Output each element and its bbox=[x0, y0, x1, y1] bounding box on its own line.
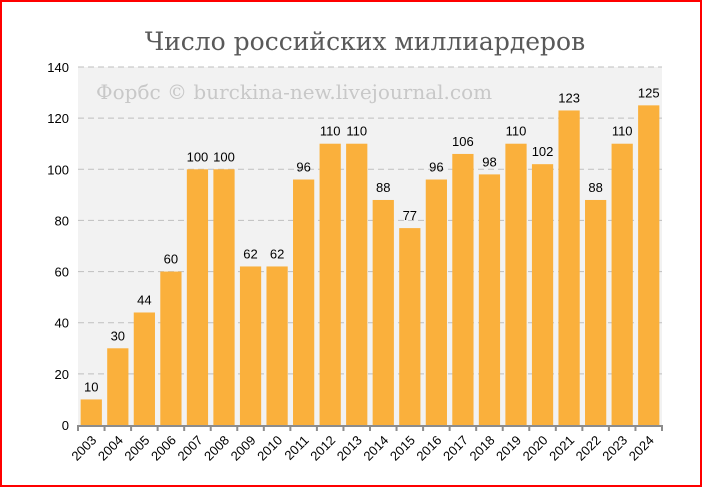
bar-2016 bbox=[425, 179, 447, 425]
bar-2008 bbox=[213, 169, 235, 425]
bar-2013 bbox=[346, 143, 368, 425]
y-tick-label: 100 bbox=[47, 162, 69, 177]
x-tick-label: 2013 bbox=[334, 433, 365, 464]
data-label: 102 bbox=[532, 144, 554, 159]
data-label: 96 bbox=[296, 160, 310, 175]
data-label: 106 bbox=[452, 134, 474, 149]
x-tick-label: 2019 bbox=[493, 433, 524, 464]
bar-2015 bbox=[399, 228, 421, 425]
data-label: 77 bbox=[403, 208, 417, 223]
x-tick-label: 2016 bbox=[413, 433, 444, 464]
bar-2012 bbox=[319, 143, 341, 425]
x-tick-label: 2004 bbox=[95, 433, 126, 464]
x-tick-label: 2015 bbox=[387, 433, 418, 464]
data-label: 88 bbox=[376, 180, 390, 195]
y-tick-label: 140 bbox=[47, 60, 69, 75]
x-tick-label: 2010 bbox=[254, 433, 285, 464]
data-label: 100 bbox=[187, 149, 209, 164]
x-tick-label: 2022 bbox=[573, 433, 604, 464]
y-tick-label: 40 bbox=[55, 316, 69, 331]
bar-2024 bbox=[638, 105, 660, 425]
data-label: 110 bbox=[506, 124, 527, 139]
bar-2022 bbox=[585, 199, 607, 425]
x-tick-label: 2008 bbox=[201, 433, 232, 464]
x-tick-label: 2018 bbox=[467, 433, 498, 464]
x-tick-label: 2009 bbox=[228, 433, 259, 464]
bar-2004 bbox=[107, 348, 129, 425]
data-label: 62 bbox=[243, 246, 257, 261]
bar-2003 bbox=[80, 399, 102, 425]
bar-2010 bbox=[266, 266, 288, 425]
x-tick-label: 2012 bbox=[307, 433, 338, 464]
x-tick-label: 2005 bbox=[121, 433, 152, 464]
data-label: 96 bbox=[429, 160, 443, 175]
x-tick-label: 2021 bbox=[546, 433, 577, 464]
data-label: 88 bbox=[588, 180, 602, 195]
data-label: 123 bbox=[558, 90, 580, 105]
bar-2021 bbox=[558, 110, 580, 425]
bar-2011 bbox=[293, 179, 315, 425]
x-tick-label: 2003 bbox=[68, 433, 99, 464]
data-label: 60 bbox=[164, 252, 178, 267]
data-label: 44 bbox=[137, 292, 151, 307]
bar-2018 bbox=[478, 174, 501, 425]
data-label: 62 bbox=[270, 246, 284, 261]
data-label: 98 bbox=[482, 154, 496, 169]
data-label: 30 bbox=[111, 328, 125, 343]
x-tick-label: 2007 bbox=[175, 433, 206, 464]
x-tick-label: 2023 bbox=[599, 433, 630, 464]
data-label: 110 bbox=[346, 124, 367, 139]
y-tick-label: 80 bbox=[55, 213, 69, 228]
chart-title: Число российских миллиардеров bbox=[145, 27, 585, 56]
bar-2023 bbox=[611, 143, 633, 425]
x-tick-label: 2006 bbox=[148, 433, 179, 464]
data-label: 125 bbox=[638, 85, 660, 100]
y-tick-label: 20 bbox=[55, 367, 69, 382]
data-label: 10 bbox=[84, 379, 98, 394]
watermark: Форбс © burckina-new.livejournal.com bbox=[96, 80, 492, 104]
x-tick-label: 2024 bbox=[626, 433, 657, 464]
bar-2017 bbox=[452, 153, 474, 425]
y-tick-label: 120 bbox=[47, 111, 69, 126]
bar-2009 bbox=[239, 266, 262, 425]
x-tick-label: 2014 bbox=[360, 433, 391, 464]
bar-2014 bbox=[372, 199, 394, 425]
data-label: 110 bbox=[612, 124, 633, 139]
x-tick-label: 2020 bbox=[520, 433, 551, 464]
data-label: 100 bbox=[213, 149, 235, 164]
bar-2007 bbox=[186, 169, 209, 425]
x-tick-label: 2011 bbox=[281, 433, 311, 463]
y-tick-label: 60 bbox=[55, 265, 69, 280]
bar-2006 bbox=[160, 271, 182, 425]
bar-2005 bbox=[133, 312, 155, 425]
data-label: 110 bbox=[320, 124, 341, 139]
x-tick-label: 2017 bbox=[440, 433, 471, 464]
y-tick-label: 0 bbox=[62, 418, 69, 433]
bar-2020 bbox=[531, 164, 554, 425]
bar-2019 bbox=[505, 143, 527, 425]
